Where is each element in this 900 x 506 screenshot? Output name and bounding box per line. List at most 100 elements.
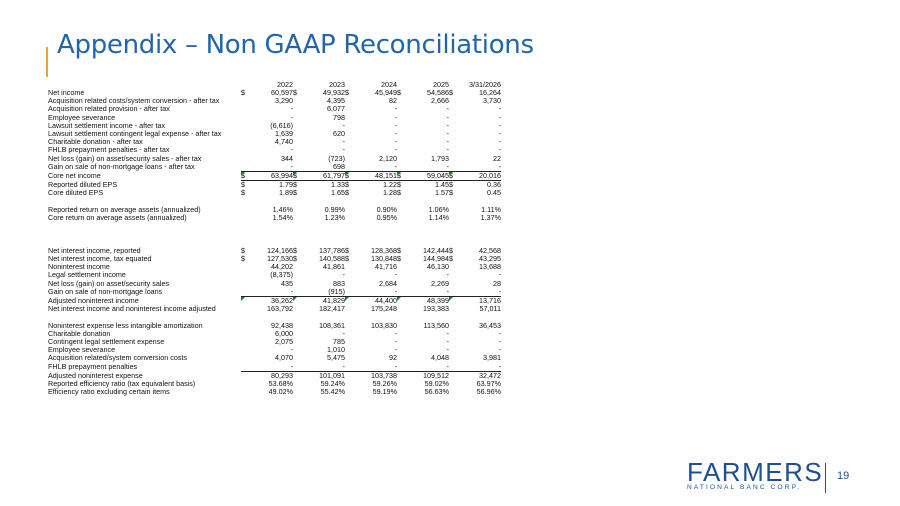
value-cell: -: [498, 145, 501, 155]
value-cell: 4,395: [327, 96, 345, 106]
row-label: Gain on sale of non-mortgage loans: [48, 287, 163, 297]
reconciliation-table: 2022 2023 2024 2025 3/31/2026 Net income…: [48, 80, 501, 396]
currency-cell: [345, 155, 353, 163]
value-cell: 193,383: [423, 304, 449, 314]
value-cell: 55.42%: [320, 387, 345, 397]
header-year-2022: 2022: [277, 80, 293, 89]
row-label: Net income: [48, 88, 85, 97]
value-cell: -: [498, 345, 501, 355]
currency-cell: [397, 206, 405, 214]
currency-cell: $: [345, 88, 349, 97]
header-year-2024: 2024: [381, 80, 397, 89]
value-cell: 785: [333, 337, 345, 347]
currency-cell: [449, 105, 457, 113]
value-cell: -: [446, 145, 449, 155]
spacer-cell: [48, 230, 501, 238]
currency-cell: [345, 346, 353, 354]
value-cell: 0.95%: [376, 213, 397, 223]
value-cell: 0.36: [487, 180, 501, 190]
currency-cell: [397, 296, 405, 306]
table-row: Core diluted EPS $1.89 $1.65 $1.28 $1.57 $0.4…: [48, 189, 501, 197]
header-year-2023: 2023: [329, 80, 345, 89]
currency-cell: [241, 330, 249, 338]
row-label: Lawsuit settlement contingent legal expe…: [48, 129, 222, 139]
row-label: Lawsuit settlement income - after tax: [48, 120, 166, 130]
currency-cell: [449, 371, 457, 380]
currency-cell: [293, 97, 301, 105]
currency-cell: [397, 362, 405, 372]
currency-cell: [397, 371, 405, 380]
value-cell: 44,202: [271, 262, 293, 272]
row-label: Acquisition related/system conversion co…: [48, 353, 188, 363]
currency-cell: $: [293, 171, 301, 182]
currency-cell: [397, 214, 405, 222]
row-label: Noninterest expense less intangible amor…: [48, 320, 203, 330]
table-row: Acquisition related/system conversion co…: [48, 354, 501, 362]
value-cell: -: [405, 362, 449, 372]
currency-cell: $: [241, 254, 245, 263]
currency-cell: [397, 380, 405, 388]
value-cell: 128,368: [371, 245, 397, 255]
currency-cell: [449, 346, 457, 354]
value-cell: -: [446, 129, 449, 139]
currency-cell: $: [345, 254, 349, 263]
logo-subtitle: NATIONAL BANC CORP.: [687, 484, 802, 491]
value-cell: 103,738: [371, 370, 397, 380]
value-cell: 124,166: [267, 245, 293, 255]
currency-cell: [293, 146, 301, 154]
currency-cell: [293, 105, 301, 113]
value-cell: 32,472: [479, 370, 501, 380]
table-row: Core return on average assets (annualize…: [48, 213, 501, 223]
value-cell: 182,417: [319, 304, 345, 314]
value-cell: 1.89: [279, 188, 293, 198]
value-cell: -: [498, 137, 501, 147]
currency-cell: [241, 146, 249, 154]
currency-cell: [345, 114, 353, 122]
row-label: Employee severance: [48, 345, 116, 355]
value-cell: 5,475: [327, 353, 345, 363]
currency-cell: [345, 263, 353, 271]
currency-cell: [241, 296, 249, 306]
table-row: Reported diluted EPS $1.79 $1.33 $1.22 $1.45…: [48, 181, 501, 190]
value-cell: -: [290, 145, 293, 155]
currency-cell: [397, 114, 405, 122]
value-cell: -: [498, 129, 501, 139]
value-cell: -: [342, 328, 345, 338]
value-cell: -: [342, 137, 345, 147]
currency-cell: [293, 354, 301, 362]
row-label: Efficiency ratio excluding certain items: [48, 387, 170, 397]
currency-cell: $: [345, 180, 349, 190]
value-cell: 1.54%: [272, 213, 293, 223]
currency-cell: [449, 206, 457, 214]
logo-divider: [825, 463, 826, 493]
table-row: Net loss (gain) on asset/security sales 4…: [48, 278, 501, 288]
value-cell: -: [498, 270, 501, 280]
value-cell: 0.45: [487, 188, 501, 198]
table-row: Noninterest income 44,202 41,861 41,716 46,1…: [48, 262, 501, 272]
value-cell: 108,361: [319, 320, 345, 330]
value-cell: 61,797: [301, 171, 345, 182]
currency-cell: $: [345, 188, 349, 198]
currency-cell: [449, 380, 457, 388]
currency-cell: [449, 138, 457, 146]
table-row: Legal settlement income (8,375) - - - -: [48, 271, 501, 279]
currency-cell: [293, 388, 301, 396]
table-row: Net interest income, tax equated $127,530…: [48, 254, 501, 263]
currency-cell: [293, 138, 301, 146]
currency-cell: $: [241, 245, 245, 255]
value-cell: 435: [281, 278, 293, 288]
value-cell: -: [249, 287, 293, 297]
currency-cell: [241, 130, 249, 138]
currency-cell: [293, 346, 301, 354]
value-cell: -: [394, 104, 397, 114]
value-cell: 163,792: [267, 304, 293, 314]
value-cell: 42,568: [479, 245, 501, 255]
value-cell: 59.02%: [424, 379, 449, 389]
value-cell: -: [249, 362, 293, 372]
value-cell: 1.14%: [428, 213, 449, 223]
currency-cell: [241, 338, 249, 346]
currency-cell: [241, 280, 249, 288]
currency-cell: [449, 271, 457, 279]
table-row: Lawsuit settlement income - after tax (6,…: [48, 120, 501, 130]
currency-cell: [397, 155, 405, 163]
